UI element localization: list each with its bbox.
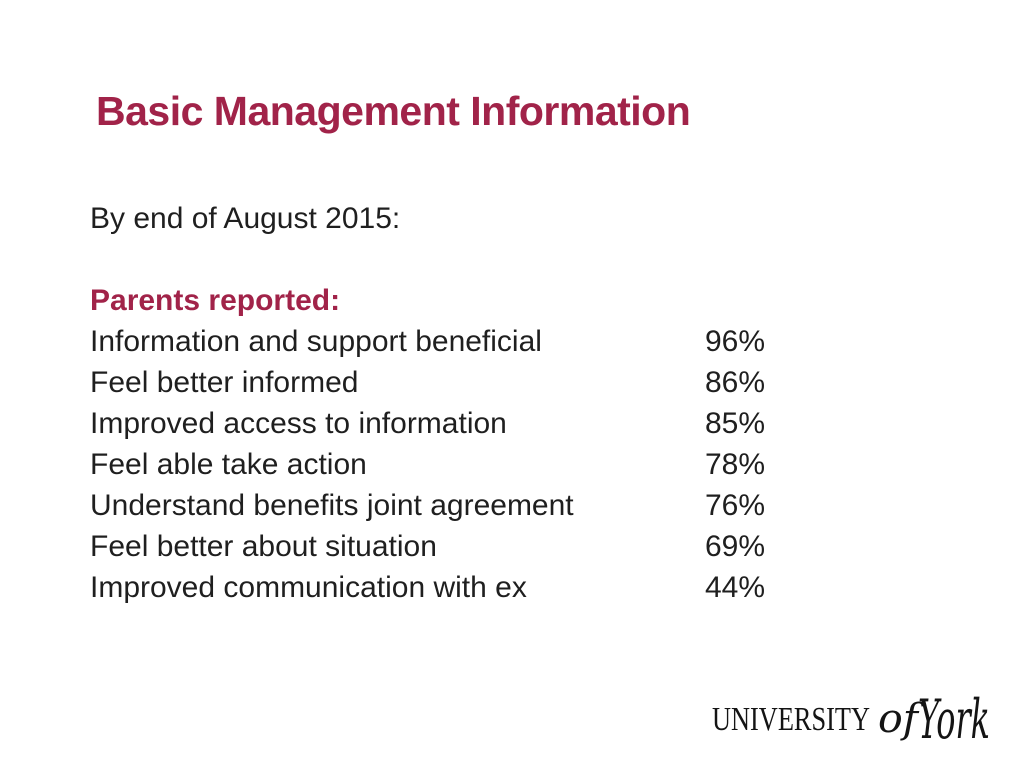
logo-york-text: York <box>918 688 990 751</box>
finding-row: Feel better informed 86% <box>90 362 810 403</box>
finding-row: Improved communication with ex 44% <box>90 567 810 608</box>
section-heading: Parents reported: <box>90 284 341 317</box>
finding-value: 78% <box>705 448 766 481</box>
finding-label: Feel better about situation <box>90 530 437 563</box>
finding-value: 76% <box>705 489 766 522</box>
university-of-york-logo-graphic: UNIVERSITY of York <box>712 688 990 751</box>
finding-row: Feel able take action 78% <box>90 444 810 485</box>
finding-label: Understand benefits joint agreement <box>90 489 574 522</box>
slide-body: By end of August 2015: Parents reported:… <box>90 198 810 608</box>
finding-row: Feel better about situation 69% <box>90 526 810 567</box>
finding-label: Improved access to information <box>90 407 507 440</box>
finding-row: Information and support beneficial 96% <box>90 321 810 362</box>
finding-label: Information and support beneficial <box>90 325 542 358</box>
finding-label: Feel able take action <box>90 448 367 481</box>
finding-value: 85% <box>705 407 766 440</box>
page-title: Basic Management Information <box>96 88 691 134</box>
finding-row: Improved access to information 85% <box>90 403 810 444</box>
finding-value: 96% <box>705 325 766 358</box>
finding-label: Feel better informed <box>90 366 359 399</box>
finding-row: Understand benefits joint agreement 76% <box>90 485 810 526</box>
finding-value: 86% <box>705 366 766 399</box>
spacer-line <box>90 239 810 280</box>
finding-value: 44% <box>705 571 766 604</box>
university-of-york-logo: UNIVERSITY of York <box>706 676 996 764</box>
finding-label: Improved communication with ex <box>90 571 527 604</box>
subtitle-date-line: By end of August 2015: <box>90 202 401 235</box>
finding-value: 69% <box>705 530 766 563</box>
logo-of-text: of <box>878 696 924 742</box>
logo-university-text: UNIVERSITY <box>712 701 870 738</box>
